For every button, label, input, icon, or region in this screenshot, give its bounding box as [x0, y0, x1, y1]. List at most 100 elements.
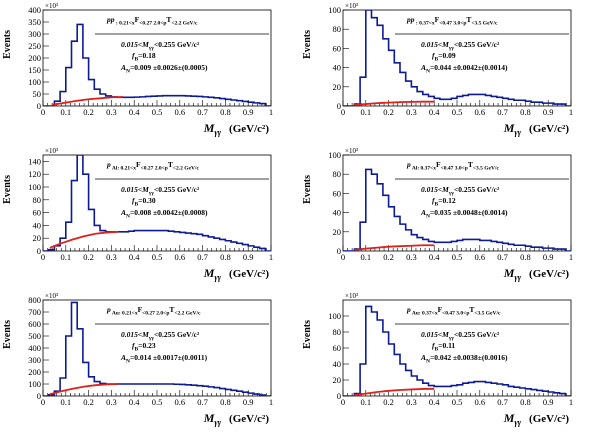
- x-tick-label: 0: [341, 397, 345, 407]
- x-axis-symbol: M: [503, 266, 515, 280]
- header-annotation-part: p: [106, 160, 111, 169]
- header-annotation-part: T: [469, 305, 474, 314]
- y-tick-label: 300: [28, 29, 41, 39]
- an-annotation-part: =0.035 ±0.0048±(0.0014): [430, 208, 508, 217]
- fb-annotation-part: f: [432, 341, 436, 350]
- y-tick-label: 0: [37, 391, 41, 401]
- histogram-series: [43, 23, 271, 106]
- header-annotation-part: <3.5 GeV/c: [473, 166, 500, 172]
- header-annotation-part: <0.27 2.0<p: [139, 21, 166, 27]
- x-tick-label: 0.4: [129, 252, 140, 262]
- an-annotation: AN=0.042 ±0.0038±(0.0016): [420, 353, 508, 365]
- y-tick-label: 700: [28, 307, 41, 317]
- x-tick-label: 0.6: [474, 107, 485, 117]
- y-tick-label: 0: [37, 246, 41, 256]
- x-axis-unit: (GeV/c²): [229, 123, 269, 135]
- mass-window-annotation: 0.015<Mγγ<0.255 GeV/c²: [421, 185, 500, 197]
- x-tick-label: 0.8: [520, 107, 531, 117]
- header-annotation-part: <3.5 GeV/c: [474, 311, 501, 317]
- x-axis-subscript: γγ: [514, 128, 521, 137]
- fb-annotation-part: B: [435, 202, 439, 208]
- fb-annotation: fB=0.18: [132, 51, 156, 63]
- header-annotation: p Al: 0.37<xF<0.47 3.0<pT<3.5 GeV/c: [406, 160, 499, 172]
- histogram-series: [343, 305, 571, 396]
- an-annotation: AN=0.009 ±0.0026±(0.0005): [120, 63, 208, 75]
- chart-panel-1: 0 50 100 150 200 250 300 350 400 0 0.1 0.2 0.3 0.4 0.5…: [2, 2, 273, 137]
- header-annotation-part: <2.2 GeV/c: [171, 21, 198, 27]
- header-annotation: pp : 0.37<xF<0.47 3.0<pT<3.5 GeV/c: [406, 15, 498, 27]
- x-tick-label: 0.9: [543, 107, 554, 117]
- x-tick-label: 0.4: [429, 252, 440, 262]
- y-exponent-label: ×10³: [345, 292, 358, 300]
- x-tick-label: 0.8: [220, 252, 231, 262]
- fb-annotation-part: =0.23: [138, 341, 156, 350]
- x-tick-label: 0.1: [360, 252, 371, 262]
- x-tick-label: 0.8: [220, 107, 231, 117]
- x-tick-label: 0.2: [83, 107, 94, 117]
- x-axis-label: Mγγ (GeV/c²): [203, 266, 270, 282]
- x-tick-label: 0: [41, 397, 45, 407]
- header-annotation-part: F: [436, 160, 441, 169]
- an-annotation-part: A: [420, 208, 426, 217]
- fb-annotation-part: B: [435, 347, 439, 353]
- y-tick-label: 0: [337, 246, 341, 256]
- mass-window-annotation: 0.015<Mγγ<0.255 GeV/c²: [121, 40, 200, 52]
- mass-window-annotation: 0.015<Mγγ<0.255 GeV/c²: [121, 330, 200, 342]
- an-annotation-part: N: [426, 359, 430, 365]
- x-tick-label: 0.3: [406, 107, 417, 117]
- fb-annotation-part: f: [132, 51, 136, 60]
- x-tick-label: 0: [341, 252, 345, 262]
- an-annotation-part: N: [426, 214, 430, 220]
- mass-window-annotation-part: 0.015<M: [121, 185, 149, 194]
- y-tick-label: 100: [28, 77, 41, 87]
- header-annotation-part: F: [435, 15, 440, 24]
- y-tick-label: 800: [28, 295, 41, 305]
- x-tick-label: 0.2: [383, 397, 394, 407]
- y-tick-label: 400: [28, 5, 41, 15]
- x-axis-label: Mγγ (GeV/c²): [503, 121, 570, 137]
- x-axis-subscript: γγ: [214, 273, 221, 282]
- header-annotation-part: pp: [406, 15, 415, 24]
- x-tick-label: 0.1: [60, 252, 71, 262]
- x-tick-label: 0.5: [452, 107, 463, 117]
- y-tick-label: 40: [33, 220, 42, 230]
- x-axis-unit: (GeV/c²): [529, 413, 569, 425]
- x-axis-symbol: M: [503, 121, 515, 135]
- x-axis-label: Mγγ (GeV/c²): [203, 411, 270, 427]
- header-annotation-part: p: [406, 160, 411, 169]
- an-annotation-part: N: [426, 69, 430, 75]
- y-exponent-label: ×10³: [345, 147, 358, 155]
- y-tick-label: 400: [28, 343, 41, 353]
- y-tick-label: 20: [333, 82, 342, 92]
- x-axis-subscript: γγ: [214, 128, 221, 137]
- mass-window-annotation-part: <0.255 GeV/c²: [154, 40, 200, 49]
- x-tick-label: 0.7: [497, 397, 508, 407]
- x-axis-unit: (GeV/c²): [229, 413, 269, 425]
- y-tick-label: 40: [333, 63, 342, 73]
- y-tick-label: 100: [28, 182, 41, 192]
- x-tick-label: 0.3: [106, 252, 117, 262]
- fb-annotation-part: B: [135, 202, 139, 208]
- y-tick-label: 40: [333, 208, 342, 218]
- an-annotation-part: A: [420, 63, 426, 72]
- fb-annotation-part: =0.11: [438, 341, 455, 350]
- mass-window-annotation-part: <0.255 GeV/c²: [154, 185, 200, 194]
- header-annotation-part: Au: 0.37<x: [411, 311, 438, 317]
- x-tick-label: 1: [569, 252, 573, 262]
- header-annotation-part: <2.2 GeV/c: [174, 311, 201, 317]
- x-tick-label: 1: [269, 397, 273, 407]
- an-annotation-part: =0.044 ±0.0042±(0.0014): [430, 63, 508, 72]
- x-tick-label: 0.1: [60, 107, 71, 117]
- fb-annotation-part: f: [132, 341, 136, 350]
- y-tick-label: 80: [33, 195, 42, 205]
- x-tick-label: 0.6: [174, 397, 185, 407]
- y-tick-label: 100: [328, 311, 341, 321]
- header-annotation-part: <0.27 2.0<p: [141, 166, 168, 172]
- x-tick-label: 0.3: [106, 397, 117, 407]
- y-tick-label: 100: [28, 379, 41, 389]
- header-annotation-part: F: [438, 305, 443, 314]
- x-axis-symbol: M: [503, 411, 515, 425]
- histogram-series: [43, 155, 271, 251]
- header-annotation-part: pp: [106, 15, 115, 24]
- y-tick-label: 60: [333, 188, 342, 198]
